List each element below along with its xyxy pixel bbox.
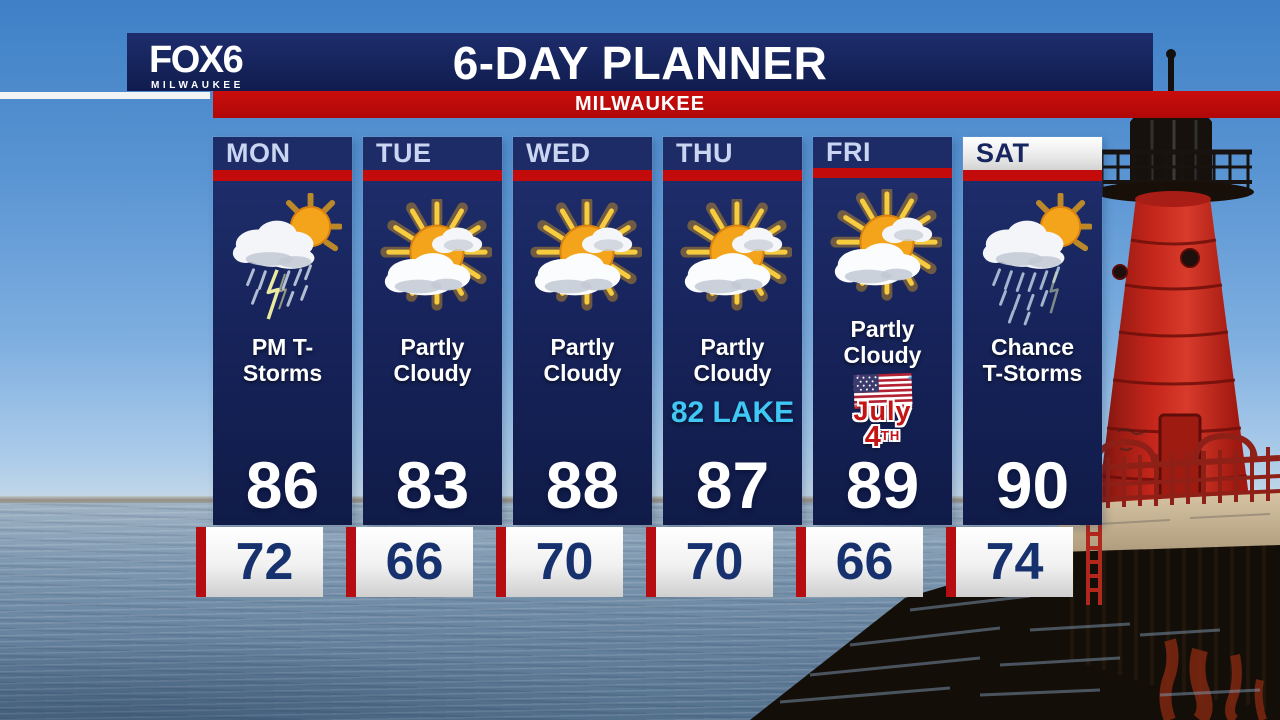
day-divider [363,170,502,181]
high-temp: 83 [395,448,470,522]
header-bar: FOX6 MILWAUKEE 6-DAY PLANNER [127,33,1153,91]
day-label: SAT [963,137,1102,170]
high-temp: 90 [995,448,1070,522]
condition-label: Chance T-Storms [982,334,1083,386]
high-temp: 86 [245,448,320,522]
us-flag-icon [852,372,913,409]
pier-wall-shadow [750,540,1280,720]
low-temp-sat: 74 [946,527,1073,597]
graffiti-marks [1117,428,1147,451]
july-4th-badge: July 4TH [813,372,952,452]
condition-label: Partly Cloudy [393,334,472,386]
partly-cloudy-icon [829,188,942,301]
weather-icon-slot [963,185,1102,335]
lake-temp-note: 82 LAKE [670,395,795,429]
condition-label: Partly Cloudy [843,316,922,369]
lighthouse-finial [1168,54,1174,116]
location-bar: MILWAUKEE [213,91,1280,118]
left-accent-line [0,92,210,99]
day-divider [813,168,952,178]
july-4th-text: July 4TH [853,395,912,454]
weather-icon-slot [213,185,352,335]
partly-cloudy-icon [679,199,792,311]
forecast-column-tue: TUE [363,137,502,525]
partly-cloudy-icon [529,199,642,311]
day-label: WED [513,137,652,170]
partly-cloudy-icon [379,199,492,311]
low-temp-mon: 72 [196,527,323,597]
low-temp-thu: 70 [646,527,773,597]
condition-label: Partly Cloudy [693,334,772,386]
weather-icon-slot [813,182,952,317]
location-label: MILWAUKEE [574,93,706,115]
forecast-column-thu: THU [663,137,802,525]
pm-tstorms-icon [232,193,342,320]
high-temp: 89 [845,448,920,522]
forecast-column-mon: MON [213,137,352,525]
weather-icon-slot [363,185,502,335]
day-divider [213,170,352,181]
forecast-column-wed: WED [513,137,652,525]
fox6-logo-name: FOX6 [149,39,244,81]
day-label: TUE [363,137,502,170]
day-label: MON [213,137,352,170]
weather-icon-slot [513,185,652,335]
forecast-column-sat: SAT [963,137,1102,525]
fox6-logo-city: MILWAUKEE [151,80,244,91]
condition-label: PM T-Storms [242,334,323,386]
high-temp: 88 [545,448,620,522]
fox6-logo: FOX6 MILWAUKEE [149,41,244,91]
weather-icon-slot [663,185,802,335]
lighthouse-scene [750,49,1280,720]
pier [1054,432,1280,605]
day-divider [963,170,1102,181]
low-temp-wed: 70 [496,527,623,597]
day-divider [663,170,802,181]
day-label: FRI [813,137,952,168]
forecast-column-fri: FRI [813,137,952,525]
chance-tstorms-icon [982,193,1092,326]
day-divider [513,170,652,181]
low-temp-fri: 66 [796,527,923,597]
low-temp-tue: 66 [346,527,473,597]
day-label: THU [663,137,802,170]
condition-label: Partly Cloudy [543,334,622,386]
high-temp: 87 [695,448,770,522]
page-title: 6-DAY PLANNER [452,37,828,89]
